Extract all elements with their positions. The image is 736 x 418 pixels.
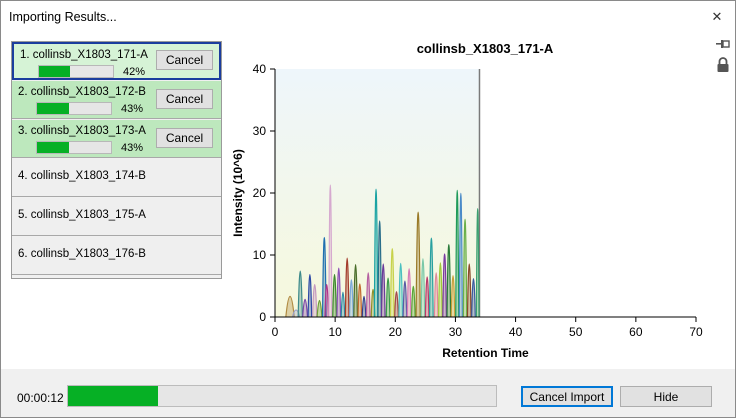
chromatogram-peak — [332, 274, 337, 318]
overall-progress-bar — [67, 385, 497, 407]
file-cancel-button[interactable]: Cancel — [156, 50, 213, 70]
file-item[interactable]: 6. collinsb_X1803_176-B — [12, 237, 221, 275]
chromatogram-peak — [373, 188, 379, 318]
file-cancel-button[interactable]: Cancel — [156, 128, 213, 148]
chromatogram-peak — [353, 263, 358, 318]
chromatogram-peak — [324, 284, 330, 318]
chromatogram-peak — [328, 184, 333, 318]
chromatogram-peak — [385, 277, 391, 318]
x-tick-label: 10 — [328, 325, 342, 339]
y-tick-label: 20 — [253, 186, 267, 200]
file-name: 1. collinsb_X1803_171-A — [20, 49, 148, 61]
chromatogram-peak — [424, 276, 430, 318]
x-tick-label: 20 — [389, 325, 403, 339]
x-axis-label: Retention Time — [442, 346, 529, 360]
close-button[interactable]: ✕ — [711, 9, 723, 24]
chromatogram-peak — [437, 262, 443, 318]
hide-button[interactable]: Hide — [620, 386, 712, 407]
x-tick-label: 0 — [272, 325, 279, 339]
chromatogram-peak — [428, 237, 434, 318]
chromatogram-peak — [410, 285, 416, 318]
file-progress-fill — [39, 66, 71, 77]
window-title: Importing Results... — [9, 10, 117, 24]
chromatogram-peak — [357, 283, 363, 318]
chromatogram-peak — [415, 211, 421, 318]
chromatogram-peak — [344, 257, 350, 318]
chromatogram-peak — [442, 253, 448, 318]
file-progress-bar — [36, 102, 112, 115]
chromatogram-peak — [365, 272, 371, 318]
x-tick-label: 50 — [569, 325, 583, 339]
x-tick-label: 60 — [629, 325, 643, 339]
y-tick-label: 10 — [253, 248, 267, 262]
title-bar: Importing Results... ✕ — [1, 1, 735, 33]
file-progress-fill — [37, 103, 69, 114]
status-footer: 00:00:12 Cancel Import Hide — [1, 369, 735, 417]
chromatogram-peak — [471, 278, 476, 318]
lock-icon[interactable] — [716, 57, 730, 73]
file-item[interactable]: 5. collinsb_X1803_175-A — [12, 198, 221, 236]
file-cancel-button[interactable]: Cancel — [156, 89, 213, 109]
file-progress-percent: 42% — [123, 66, 146, 78]
file-list: 1. collinsb_X1803_171-A 42% Cancel 2. co… — [11, 41, 222, 279]
chromatogram-peak — [297, 270, 303, 318]
elapsed-time: 00:00:12 — [17, 391, 64, 405]
file-progress-bar — [36, 141, 112, 154]
chromatogram-peak — [462, 218, 468, 318]
chromatogram-peak — [433, 272, 439, 318]
file-name: 5. collinsb_X1803_175-A — [18, 209, 146, 221]
pin-icon[interactable] — [715, 37, 731, 51]
file-item[interactable]: 4. collinsb_X1803_174-B — [12, 159, 221, 197]
file-progress-fill — [37, 142, 69, 153]
chromatogram-peak — [336, 267, 342, 318]
chromatogram-peak — [348, 279, 354, 318]
chromatogram-peak — [302, 298, 309, 318]
chromatogram-peak — [475, 208, 480, 318]
chromatogram-peak — [311, 284, 318, 318]
chromatogram-peak — [455, 190, 460, 318]
chromatogram-chart[interactable]: 0 10 20 30 40 50 60 70 0 10 20 30 40 Retention Time In… — [227, 59, 717, 367]
file-progress-percent: 43% — [121, 103, 144, 115]
y-tick-label: 40 — [253, 62, 267, 76]
chromatogram-peak — [394, 291, 399, 318]
chromatogram-peak — [380, 263, 386, 318]
chromatogram-peak — [420, 258, 426, 318]
chromatogram-peak — [307, 274, 313, 318]
chromatogram-peak — [285, 295, 295, 318]
chromatogram-peak — [389, 248, 395, 318]
x-tick-label: 40 — [509, 325, 523, 339]
chromatogram-peak — [466, 263, 472, 318]
chromatogram-peak — [450, 275, 456, 318]
file-progress-bar — [38, 65, 114, 78]
cancel-import-button[interactable]: Cancel Import — [521, 386, 613, 407]
chromatogram-peak — [398, 263, 404, 318]
chromatogram-peak — [316, 299, 323, 318]
chromatogram-peak — [340, 291, 346, 318]
file-item[interactable]: 1. collinsb_X1803_171-A 42% Cancel — [12, 42, 221, 80]
chromatogram-peak — [406, 268, 412, 318]
file-item[interactable]: 2. collinsb_X1803_172-B 43% Cancel — [12, 81, 221, 119]
x-tick-label: 70 — [689, 325, 703, 339]
file-name: 6. collinsb_X1803_176-B — [18, 248, 146, 260]
chromatogram-peak — [458, 193, 463, 318]
chromatogram-peak — [377, 220, 382, 318]
y-tick-label: 30 — [253, 124, 267, 138]
chromatogram-peak — [446, 243, 452, 318]
chromatogram-peak — [361, 295, 367, 318]
chromatogram-peak — [402, 280, 408, 318]
overall-progress-fill — [68, 386, 158, 406]
file-name: 2. collinsb_X1803_172-B — [18, 86, 146, 98]
y-tick-label: 0 — [259, 310, 266, 324]
file-progress-percent: 43% — [121, 142, 144, 154]
file-name: 3. collinsb_X1803_173-A — [18, 125, 146, 137]
y-axis-label: Intensity (10^6) — [231, 149, 245, 237]
chart-title: collinsb_X1803_171-A — [416, 41, 554, 56]
file-item[interactable]: 3. collinsb_X1803_173-A 43% Cancel — [12, 120, 221, 158]
x-tick-label: 30 — [449, 325, 463, 339]
file-name: 4. collinsb_X1803_174-B — [18, 170, 146, 182]
